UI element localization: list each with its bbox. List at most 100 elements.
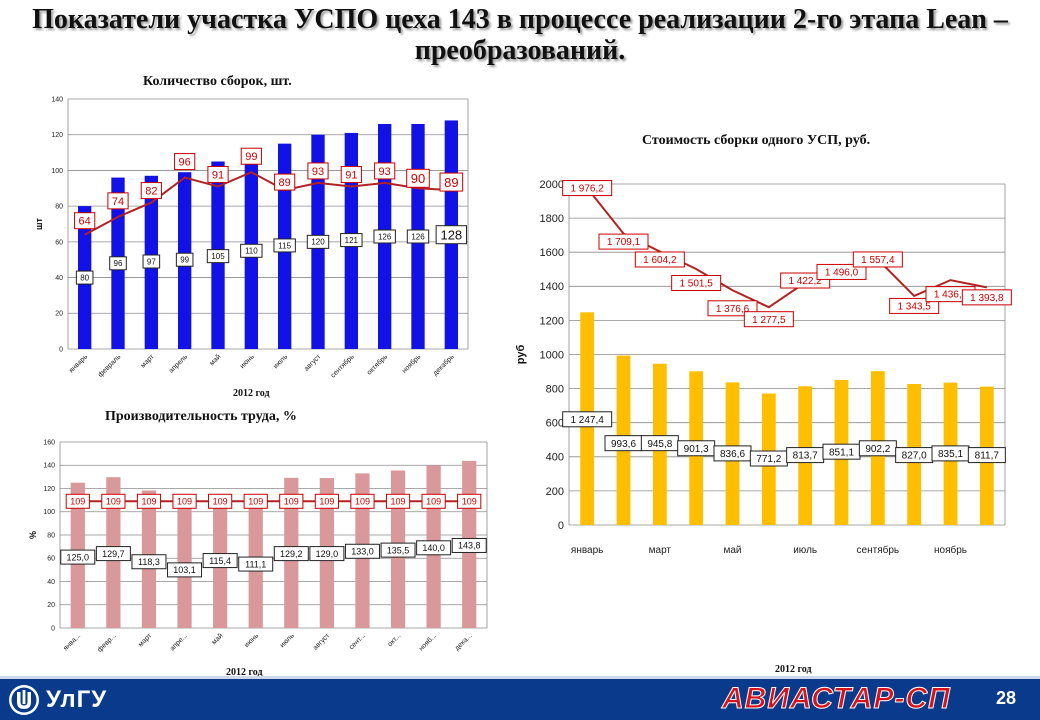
y-tick-label-5: 100 — [51, 168, 63, 175]
bar-value-label-11-text: 811,7 — [975, 451, 1000, 462]
bar-value-label-1: 129,7 — [95, 546, 131, 562]
bar-value-label-7-box — [309, 546, 345, 562]
bar-value-label-10-text: 126 — [411, 232, 425, 241]
y-tick-label-0: 0 — [558, 520, 564, 532]
bar-value-label-2: 118,3 — [131, 554, 167, 570]
x-tick-label-8: сентябрь — [329, 353, 356, 380]
x-tick-label-4: май — [208, 353, 223, 368]
bar-value-label-8-box — [340, 233, 363, 248]
line-value-label-7: 109 — [314, 493, 339, 509]
y-tick-label-4: 80 — [55, 204, 63, 211]
bar-value-label-10-text: 835,1 — [938, 449, 963, 460]
x-tick-label-6: июль — [279, 632, 296, 649]
bar-value-label-6: 115 — [273, 238, 296, 253]
bar-value-label-4-box — [202, 553, 238, 569]
line-value-label-2-box — [136, 493, 162, 509]
y-axis-title: % — [28, 531, 38, 539]
bar-value-label-2-box — [131, 554, 167, 570]
y-tick-label-5: 1000 — [540, 349, 564, 361]
line-value-label-9-box — [374, 162, 396, 180]
bar-value-label-5-text: 771,2 — [756, 454, 781, 465]
bar-value-label-6: 129,2 — [273, 546, 309, 562]
bar-value-label-8: 121 — [340, 233, 363, 248]
line-value-label-1-text: 1 709,1 — [607, 237, 641, 248]
ulgu-logo-text: УлГУ — [46, 686, 108, 713]
line-value-label-0-box — [562, 180, 613, 197]
line-series — [84, 171, 452, 236]
line-value-label-0-box — [74, 212, 96, 230]
bar-value-label-2-text: 945,8 — [647, 439, 672, 450]
bar-value-label-4: 836,6 — [713, 445, 752, 462]
x-tick-label-0: янва... — [62, 632, 82, 652]
line-value-label-10-text: 90 — [411, 171, 425, 186]
line-value-label-8-text: 109 — [355, 497, 370, 507]
aviastar-logo: АВИАСТАР-СП — [722, 682, 951, 716]
bar-value-label-8-box — [344, 543, 380, 559]
bar-value-label-5-text: 110 — [245, 247, 258, 256]
bar-value-label-3-box — [167, 562, 203, 578]
footer-separator — [0, 676, 1040, 679]
bar-value-label-10-text: 140,0 — [422, 543, 445, 553]
bar-value-label-11-box — [451, 537, 487, 553]
bar-value-label-11-box — [967, 447, 1006, 464]
line-value-label-7-text: 109 — [319, 497, 334, 507]
bar-value-label-11-text: 143,8 — [458, 541, 481, 551]
line-value-label-11: 1 393,8 — [961, 289, 1012, 306]
bar-value-label-7-text: 120 — [311, 238, 325, 247]
line-value-label-11: 89 — [439, 172, 464, 192]
line-value-label-4-box — [207, 166, 229, 183]
line-value-label-5-text: 1 277,5 — [752, 315, 786, 326]
bar-value-label-9-text: 126 — [378, 232, 392, 241]
y-tick-label-0: 0 — [59, 346, 63, 353]
x-tick-label-7: август — [303, 353, 323, 373]
y-tick-label-7: 140 — [51, 96, 63, 103]
x-tick-label-2: март — [137, 632, 154, 649]
x-tick-label-9: октябрь — [365, 353, 389, 377]
x-tick-label-10: ноябрь — [934, 544, 967, 556]
bar-value-label-0-box — [562, 411, 613, 428]
bar-value-label-8-text: 133,0 — [351, 547, 374, 557]
line-value-label-10-text: 1 436,1 — [934, 290, 968, 301]
line-value-label-10-text: 109 — [426, 497, 441, 507]
line-value-label-8-text: 1 557,4 — [861, 255, 895, 266]
line-value-label-3-text: 1 501,5 — [679, 279, 713, 290]
bar-value-label-7: 851,1 — [822, 443, 861, 460]
bar-value-label-3-text: 901,3 — [684, 444, 709, 455]
line-value-label-7-box — [816, 263, 867, 280]
x-tick-label-1: февр... — [96, 632, 117, 653]
y-tick-label-4: 800 — [546, 383, 564, 395]
y-tick-label-7: 140 — [43, 463, 55, 470]
bar-value-label-3: 99 — [175, 252, 194, 267]
line-value-label-6-text: 89 — [279, 177, 291, 189]
bar-value-label-1-box — [95, 546, 131, 562]
bar-value-label-1-text: 129,7 — [102, 549, 125, 559]
bar-value-label-11-text: 128 — [440, 227, 462, 242]
line-value-label-7-box — [314, 493, 339, 509]
bar-value-label-1: 993,6 — [604, 435, 643, 452]
line-value-label-11-text: 89 — [444, 175, 458, 190]
line-value-label-7-text: 1 496,0 — [825, 268, 859, 279]
x-tick-label-2: март — [649, 545, 672, 556]
y-tick-label-2: 40 — [55, 275, 63, 282]
line-value-label-1-box — [101, 493, 126, 509]
bar-value-label-4-text: 115,4 — [209, 556, 231, 566]
bar-value-label-3: 901,3 — [677, 440, 716, 457]
line-value-label-4-text: 109 — [213, 497, 228, 507]
line-value-label-9-box — [385, 493, 411, 509]
productivity-chart-title: Производительность труда, % — [105, 409, 297, 424]
line-value-label-5-box — [240, 147, 262, 165]
bar-value-label-4: 115,4 — [202, 553, 238, 569]
x-tick-label-9: окт... — [387, 632, 403, 648]
cost-xaxis-label: 2012 год — [775, 664, 812, 675]
y-tick-label-8: 1600 — [540, 247, 564, 259]
bar-value-label-6-box — [273, 238, 296, 253]
bar-value-label-11-box — [435, 225, 468, 245]
line-value-label-11-box — [961, 289, 1012, 306]
bar-value-label-0-text: 1 247,4 — [570, 415, 604, 426]
y-tick-label-4: 80 — [47, 532, 55, 539]
x-tick-label-1: февраль — [97, 353, 123, 379]
cost-chart-title: Стоимость сборки одного УСП, руб. — [642, 133, 871, 148]
line-value-label-1-text: 74 — [112, 196, 124, 208]
line-value-label-9-box — [889, 297, 940, 314]
bar-value-label-0: 1 247,4 — [562, 411, 613, 428]
